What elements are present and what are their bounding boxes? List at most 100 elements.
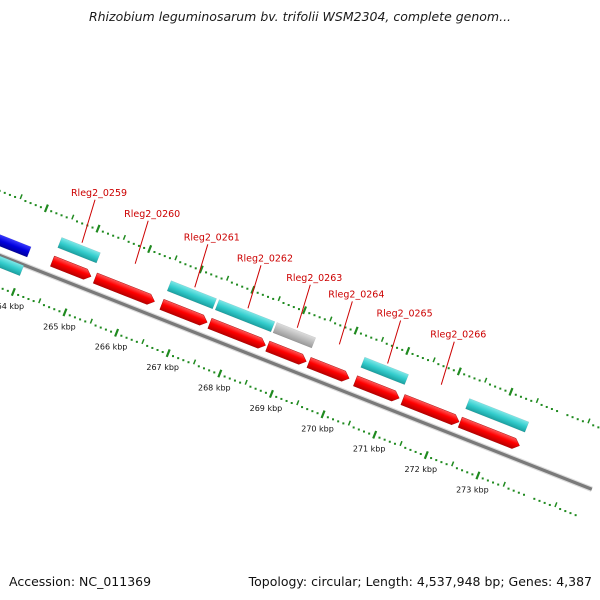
ring-dot — [125, 336, 128, 339]
ring-dot — [432, 357, 436, 363]
tick-mark — [165, 349, 171, 358]
ring-dot — [110, 330, 113, 333]
gene-label: Rleg2_0264 — [328, 289, 384, 300]
ring-dot — [99, 326, 102, 329]
ring-dot — [117, 236, 120, 239]
ring-dot — [332, 418, 335, 421]
ring-dot — [261, 293, 264, 296]
tick-mark — [456, 367, 462, 376]
ring-dot — [512, 489, 515, 492]
ring-dot — [380, 336, 385, 343]
ring-dot — [365, 334, 368, 337]
ring-dot — [393, 442, 396, 445]
ring-dot — [91, 226, 94, 229]
ring-dot — [538, 499, 541, 502]
ring-dot — [311, 410, 314, 413]
cds-arrow — [265, 340, 307, 365]
tick-mark — [198, 265, 204, 274]
ring-dot — [106, 232, 109, 235]
ring-dot — [275, 395, 278, 398]
ring-dot — [419, 452, 422, 455]
gene-label: Rleg2_0263 — [286, 273, 342, 284]
ring-dot — [554, 502, 558, 508]
ring-dot — [182, 359, 185, 362]
ring-dot — [285, 399, 288, 402]
ring-dot — [137, 244, 140, 247]
ring-dot — [471, 473, 474, 476]
ring-dot — [29, 202, 32, 205]
feature-track — [0, 222, 530, 449]
ring-dot — [452, 369, 455, 372]
ring-dot — [388, 440, 391, 443]
ring-dot — [254, 387, 257, 390]
ring-dot — [94, 324, 97, 327]
ring-dot — [502, 481, 506, 487]
ring-dot — [174, 255, 178, 261]
ring-dot — [287, 304, 290, 307]
tick-label: 269 kbp — [250, 404, 283, 413]
ring-dot — [132, 242, 135, 245]
gene-label: Rleg2_0261 — [184, 232, 240, 243]
ring-dot — [179, 261, 182, 264]
ring-dot — [461, 469, 464, 472]
ring-dot — [357, 428, 360, 431]
cds-arrow — [50, 255, 92, 280]
ring-dot — [73, 316, 76, 319]
ring-dot — [146, 344, 149, 347]
ring-dot — [213, 371, 216, 374]
ring-dot — [230, 281, 233, 284]
ring-dot — [571, 416, 574, 419]
ring-dot — [27, 298, 30, 301]
ring-dot — [135, 340, 138, 343]
ring-dot — [32, 300, 35, 303]
ring-dot — [468, 375, 471, 378]
gene-callout-line — [247, 265, 262, 309]
gene-block — [57, 237, 101, 264]
ring-dot — [375, 338, 378, 341]
ring-dot — [282, 301, 285, 304]
ring-dot — [122, 234, 127, 241]
ring-dot — [445, 463, 448, 466]
ring-dot — [6, 289, 9, 292]
ring-dot — [101, 230, 104, 233]
gene-callout-line — [387, 320, 402, 364]
tick-mark — [43, 204, 49, 213]
ring-dot — [451, 461, 455, 467]
ring-dot — [517, 491, 520, 494]
accession-text: Accession: NC_011369 — [9, 574, 152, 589]
ring-dot — [486, 479, 489, 482]
ring-dot — [197, 365, 200, 368]
ring-dot — [71, 214, 75, 220]
ring-dot — [194, 267, 197, 270]
ring-dot — [220, 277, 223, 280]
ring-dot — [442, 365, 445, 368]
ring-dot — [205, 271, 208, 274]
ring-dot — [292, 306, 295, 309]
ring-dot — [545, 405, 548, 408]
cds-arrow — [353, 375, 400, 402]
tick-label: 264 kbp — [0, 302, 24, 311]
ring-dot — [22, 295, 25, 298]
ring-dot — [256, 291, 259, 294]
ring-dot — [14, 195, 17, 198]
ring-dot — [239, 381, 242, 384]
ring-dot — [399, 440, 403, 447]
ring-dot — [523, 493, 526, 496]
ring-dot — [383, 438, 386, 441]
ring-dot — [280, 397, 283, 400]
ring-dot — [1, 287, 4, 290]
ring-dot — [249, 385, 252, 388]
ring-dot — [473, 377, 476, 380]
ring-dot — [564, 510, 567, 513]
gene-labels: Rleg2_0259 Rleg2_0260 Rleg2_0261 Rleg2_0262… — [71, 188, 486, 385]
cds-arrow — [159, 299, 208, 326]
map-title: Rhizobium leguminosarum bv. trifolii WSM… — [88, 9, 512, 24]
ring-dot — [404, 446, 407, 449]
ring-dot — [414, 450, 417, 453]
ring-dot — [296, 400, 300, 406]
ring-dot — [427, 359, 430, 362]
ring-dot — [492, 481, 495, 484]
ring-dot — [226, 275, 230, 281]
ring-dot — [411, 352, 414, 355]
ring-dot — [466, 471, 469, 474]
